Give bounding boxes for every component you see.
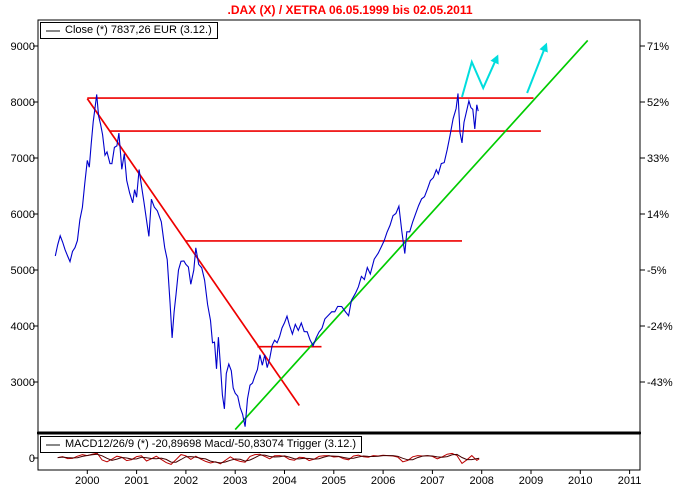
y-axis-left-label: 4000: [11, 321, 35, 333]
price-line: [54, 93, 479, 427]
projection-zigzag-arrow: [461, 54, 499, 98]
macd-legend: MACD12/26/9 (*) -20,89698 Macd/-50,83074…: [40, 436, 363, 453]
x-axis-label: 2001: [124, 475, 148, 487]
y-axis-left-label: 7000: [11, 153, 35, 165]
x-axis-label: 2005: [322, 475, 346, 487]
x-axis-label: 2003: [223, 475, 247, 487]
y-axis-right-label: -24%: [647, 321, 673, 333]
macd-trigger-line: [57, 453, 480, 464]
y-axis-left-label: 9000: [11, 41, 35, 53]
y-axis-right-label: 71%: [647, 41, 669, 53]
chart-title: .DAX (X) / XETRA 06.05.1999 bis 02.05.20…: [227, 3, 473, 17]
close-line-swatch: [46, 29, 60, 32]
macd-plot-frame: [37, 433, 641, 471]
price-legend: Close (*) 7837,26 EUR (3.12.): [40, 22, 218, 39]
y-axis-right-label: -43%: [647, 377, 673, 389]
y-axis-right-label: 33%: [647, 153, 669, 165]
macd-line-swatch: [46, 443, 60, 446]
y-axis-left-label: 5000: [11, 265, 35, 277]
x-axis-label: 2000: [75, 475, 99, 487]
macd-legend-label: MACD12/26/9 (*) -20,89698 Macd/-50,83074…: [65, 438, 357, 450]
y-axis-right-label: -5%: [647, 265, 667, 277]
downtrend-line: [86, 98, 300, 406]
price-legend-label: Close (*) 7837,26 EUR (3.12.): [65, 24, 212, 36]
x-axis-label: 2009: [519, 475, 543, 487]
projection-straight-arrow: [526, 42, 548, 94]
y-axis-left-label: 3000: [11, 377, 35, 389]
x-axis-label: 2002: [174, 475, 198, 487]
y-axis-right-label: 14%: [647, 209, 669, 221]
x-axis-label: 2006: [371, 475, 395, 487]
y-axis-left-label: 8000: [11, 97, 35, 109]
y-axis-right-label: 52%: [647, 97, 669, 109]
y-axis-left-label: 6000: [11, 209, 35, 221]
x-axis-label: 2008: [469, 475, 493, 487]
x-axis-label: 2007: [420, 475, 444, 487]
uptrend-line: [234, 39, 589, 431]
x-axis-label: 2011: [618, 475, 642, 487]
x-axis-label: 2004: [272, 475, 296, 487]
x-axis-label: 2010: [568, 475, 592, 487]
macd-line: [57, 452, 480, 465]
macd-zero-label: 0: [29, 453, 35, 465]
